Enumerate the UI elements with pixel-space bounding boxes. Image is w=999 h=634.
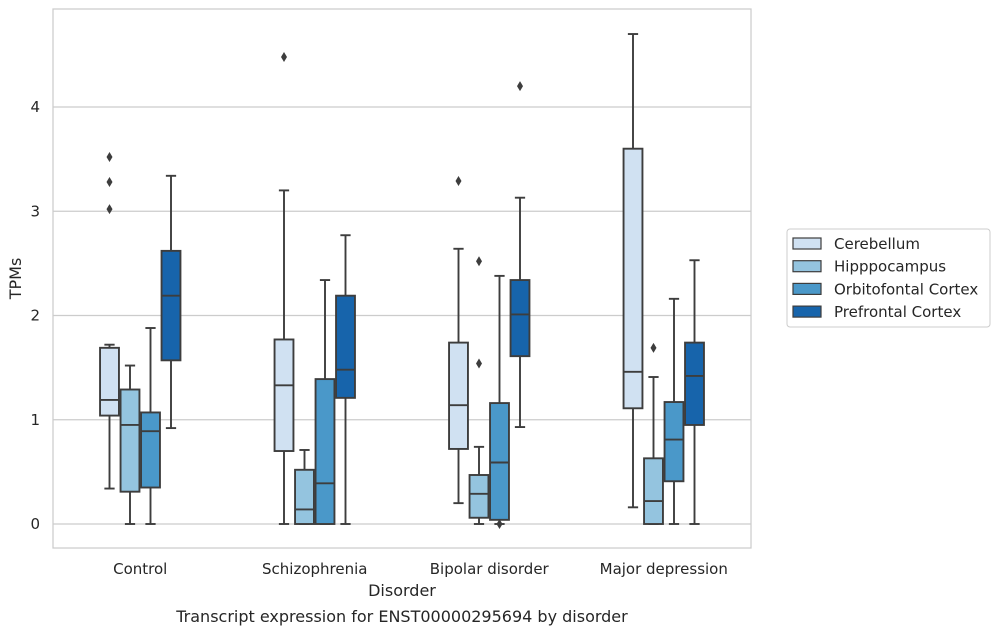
x-tick-label: Major depression [600,560,728,578]
x-axis-label: Disorder [368,581,436,600]
box-iqr [314,378,336,525]
legend-swatch [792,260,822,273]
box-cerebellum [622,33,644,509]
y-tick-label: 3 [30,202,40,220]
outlier-marker [106,177,113,188]
outlier-marker [476,358,482,369]
box-layer [99,33,705,529]
y-tick-label: 0 [30,515,40,533]
outlier-marker [476,256,482,267]
box-iqr [643,457,664,525]
box-cerebellum [448,176,469,505]
legend-label: Orbitofontal Cortex [834,280,978,298]
legend-label: Cerebellum [834,235,920,253]
y-tick-label: 4 [30,98,40,116]
legend-swatch [792,237,822,250]
box-prefrontal-cortex [684,259,705,525]
x-tick-label: Control [113,560,167,578]
outlier-marker [455,176,462,187]
box-hipppocampus [468,256,490,525]
y-axis-label: TPMs [6,258,25,301]
box-hipppocampus [294,449,315,525]
box-orbitofontal-cortex [140,327,161,525]
box-cerebellum [99,152,120,490]
box-iqr [160,249,182,362]
legend-swatch [792,282,822,295]
legend-label: Prefrontal Cortex [834,303,961,321]
legend-frame [786,228,991,328]
box-iqr [509,279,531,358]
y-tick-label: 1 [30,411,40,429]
box-prefrontal-cortex [335,234,356,525]
box-orbitofontal-cortex [489,274,510,529]
box-iqr [140,411,161,489]
box-iqr [489,402,510,521]
outlier-marker [281,51,287,62]
y-tick-label: 2 [30,307,40,325]
box-iqr [273,338,295,452]
box-iqr [294,468,315,525]
y-tick-labels: 0 1 2 3 4 [30,98,40,533]
outlier-marker [650,342,657,353]
outlier-marker [496,519,503,529]
outlier-marker [517,81,523,92]
legend: Cerebellum Hipppocampus Orbitofontal Corte… [786,228,991,328]
box-orbitofontal-cortex [314,279,336,525]
box-iqr [119,388,141,493]
box-hipppocampus [643,342,664,525]
legend-swatch [792,305,822,318]
box-iqr [99,346,120,417]
box-orbitofontal-cortex [663,297,685,525]
outlier-marker [106,204,113,215]
box-iqr [622,147,644,410]
box-iqr [335,294,356,399]
box-prefrontal-cortex [160,174,182,430]
box-prefrontal-cortex [509,81,531,428]
x-tick-labels: Control Schizophrenia Bipolar disorder Majo… [113,560,728,578]
box-cerebellum [273,51,295,525]
x-tick-label: Bipolar disorder [430,560,550,578]
box-iqr [684,341,705,426]
plot-frame [52,8,752,549]
outlier-marker [106,152,113,163]
box-iqr [448,341,469,450]
box-hipppocampus [119,364,141,525]
x-tick-label: Schizophrenia [262,560,367,578]
chart-caption: Transcript expression for ENST0000029569… [175,607,628,626]
box-iqr [663,401,685,483]
box-iqr [468,474,490,519]
legend-label: Hipppocampus [834,258,946,276]
